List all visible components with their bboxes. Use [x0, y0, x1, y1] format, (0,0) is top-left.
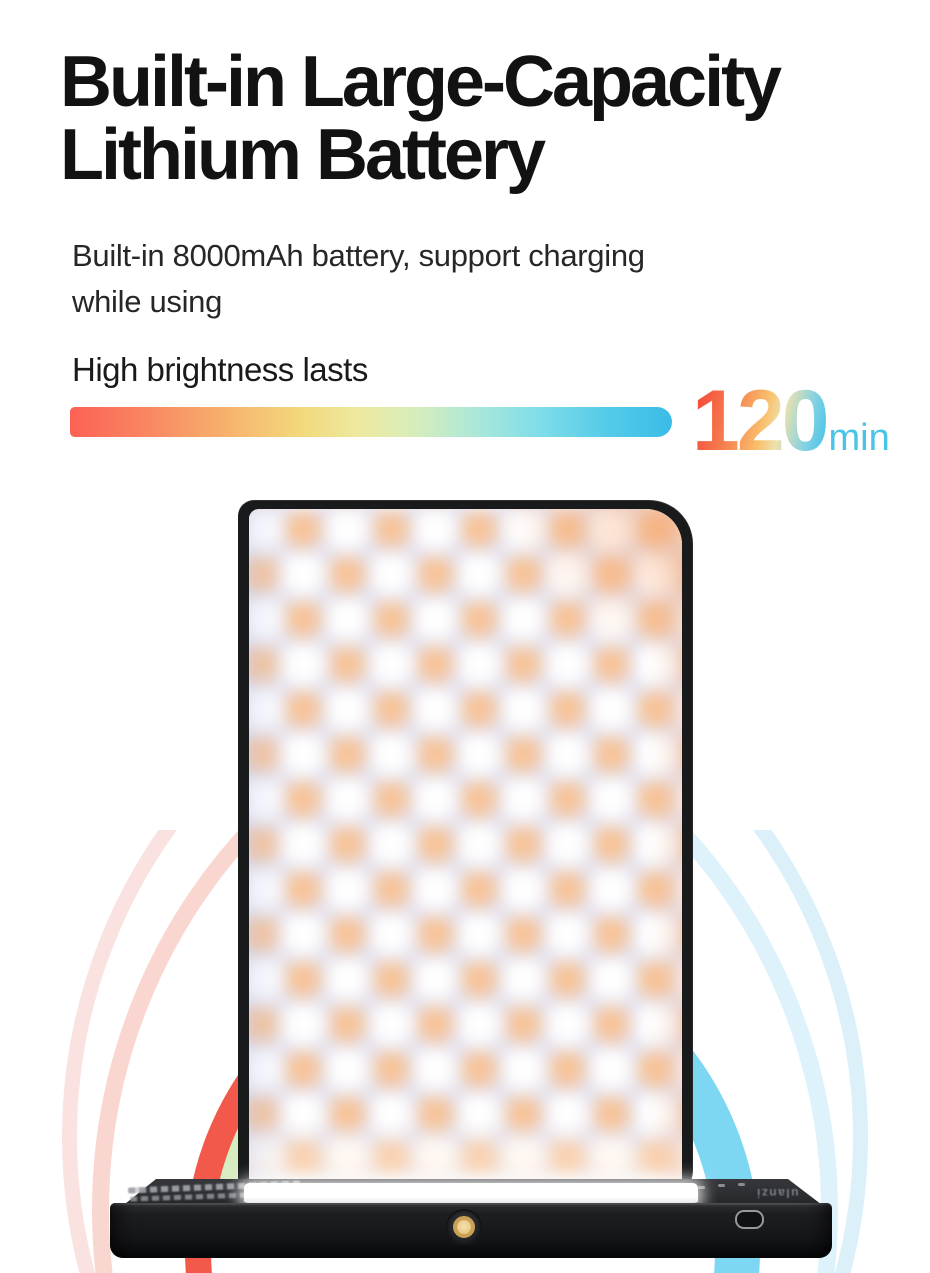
title-line-1: Built-in Large-Capacity — [60, 42, 782, 122]
page-title: Built-in Large-Capacity Lithium Battery — [60, 42, 782, 196]
duration-readout: 120 min — [692, 378, 890, 464]
duration-gradient-bar — [70, 407, 672, 437]
usb-c-port — [735, 1210, 764, 1229]
subtitle-line-2: while using — [72, 283, 223, 319]
base-top-marking — [698, 1186, 705, 1189]
duration-value: 120 — [692, 373, 829, 469]
base-top-marking — [718, 1184, 725, 1187]
duration-unit: min — [828, 417, 890, 459]
led-panel-light — [238, 500, 693, 1200]
duration-label: High brightness lasts — [72, 351, 368, 388]
subtitle-line-1: Built-in 8000mAh battery, support chargi… — [72, 238, 645, 273]
led-panel-diffuser — [249, 509, 682, 1200]
title-line-2: Lithium Battery — [60, 115, 546, 196]
led-glow-overlay — [249, 509, 682, 1200]
subtitle: Built-in 8000mAh battery, support chargi… — [72, 233, 645, 325]
tripod-screw-mount — [453, 1216, 475, 1238]
brand-text: ulanzi — [755, 1186, 799, 1200]
